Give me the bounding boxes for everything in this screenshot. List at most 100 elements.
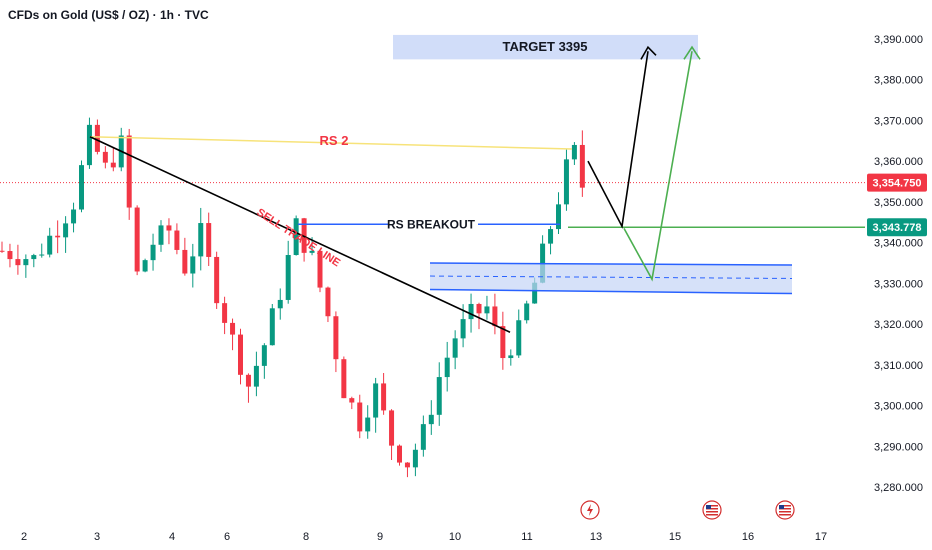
badges: 3,354.750 3,343.778	[867, 173, 927, 237]
x-tick-label: 8	[303, 531, 309, 543]
candle-body	[317, 250, 323, 288]
flag-circle	[775, 500, 795, 520]
x-tick-label: 17	[815, 531, 827, 543]
candle-body	[476, 303, 482, 314]
sell-trade-line-label: SELL TRADE LINE	[254, 206, 342, 269]
candle-body	[492, 306, 498, 327]
candle-body	[548, 229, 554, 244]
candle-body	[158, 225, 164, 245]
price-badge-label: 3,354.750	[873, 178, 922, 190]
x-tick-label: 3	[94, 531, 100, 543]
candle-body	[277, 299, 283, 309]
x-tick-label: 16	[742, 531, 754, 543]
y-tick-label: 3,390.000	[874, 34, 923, 46]
y-axis: 3,280.000 3,290.000 3,300.000 3,310.000 3,32…	[874, 34, 923, 494]
candle-body	[198, 223, 204, 257]
candle-body	[436, 377, 442, 415]
candle-body	[452, 338, 458, 358]
candle-body	[412, 449, 418, 468]
rs2-label: RS 2	[320, 133, 349, 148]
candle-body	[269, 308, 275, 346]
candle-body	[206, 223, 212, 257]
y-tick-label: 3,360.000	[874, 156, 923, 168]
y-tick-label: 3,380.000	[874, 75, 923, 87]
x-tick-label: 6	[224, 531, 230, 543]
candle-body	[532, 282, 538, 304]
candle-body	[397, 445, 402, 463]
x-axis: 2 3 4 6 8 9 10 11 13 15 16 17	[21, 531, 827, 543]
flag-canton	[779, 505, 784, 509]
candle-body	[333, 316, 339, 360]
candle-body	[126, 135, 132, 208]
candle-body	[508, 355, 514, 359]
lightning-bolt	[587, 504, 593, 516]
flag-stripe	[706, 508, 718, 510]
candle-body	[516, 320, 522, 356]
candle-body	[47, 235, 53, 255]
candle-body	[63, 223, 69, 238]
y-tick-label: 3,290.000	[874, 441, 923, 453]
candle-body	[134, 207, 140, 272]
chart-title: CFDs on Gold (US$ / OZ) · 1h · TVC	[8, 8, 209, 22]
candle-body	[261, 345, 267, 366]
candle-body	[15, 259, 21, 266]
flag-stripe	[779, 505, 791, 507]
candle-body	[190, 256, 196, 274]
candle-body	[71, 209, 77, 224]
black-projection-path	[587, 51, 649, 229]
support-zone	[430, 263, 792, 294]
us-flag-icon	[702, 500, 722, 520]
candle-body	[325, 287, 331, 317]
candle-body	[293, 218, 299, 256]
candle-body	[94, 124, 100, 152]
candle-body	[341, 359, 347, 399]
flag-stripe	[706, 505, 718, 507]
candle-body	[389, 410, 395, 446]
black-arrowhead	[640, 45, 657, 60]
y-tick-label: 3,350.000	[874, 197, 923, 209]
candle-body	[55, 235, 61, 238]
candle-body	[86, 124, 92, 166]
candle-body	[253, 365, 259, 387]
y-tick-label: 3,300.000	[874, 401, 923, 413]
green-arrowhead	[683, 45, 701, 60]
x-tick-label: 10	[449, 531, 461, 543]
price-badge	[867, 173, 927, 192]
support-zone-bottom	[429, 288, 793, 295]
candle-body	[484, 306, 490, 314]
candle-body	[245, 374, 251, 387]
flag-stripe	[706, 514, 718, 516]
candle-body	[444, 357, 450, 378]
flag-canton	[706, 505, 711, 509]
y-tick-label: 3,330.000	[874, 278, 923, 290]
candle-body	[238, 334, 243, 375]
candle-body	[23, 259, 29, 266]
candle-body	[150, 244, 156, 261]
y-tick-label: 3,370.000	[874, 115, 923, 127]
candle-body	[349, 398, 355, 403]
candles	[0, 117, 585, 478]
x-tick-label: 11	[521, 531, 532, 543]
x-tick-label: 4	[169, 531, 175, 543]
candle-body	[102, 151, 108, 163]
y-tick-label: 3,320.000	[874, 319, 923, 331]
sell-trend-line	[89, 136, 511, 333]
candle-body	[285, 255, 291, 300]
candle-body	[381, 383, 387, 411]
x-tick-label: 13	[590, 531, 602, 543]
x-tick-label: 15	[669, 531, 681, 543]
candle-body	[222, 303, 228, 323]
candle-body	[110, 162, 116, 168]
candle-body	[79, 165, 84, 210]
y-tick-label: 3,340.000	[874, 238, 923, 250]
rs2-line	[89, 135, 573, 150]
y-tick-label: 3,280.000	[874, 482, 923, 494]
flag-stripe	[779, 508, 791, 510]
candle-body	[182, 249, 188, 274]
support-zone-mid	[429, 275, 793, 279]
candle-body	[571, 144, 577, 160]
candle-body	[428, 414, 434, 425]
support-zone-top	[429, 262, 793, 266]
green-projection-path	[623, 51, 693, 282]
